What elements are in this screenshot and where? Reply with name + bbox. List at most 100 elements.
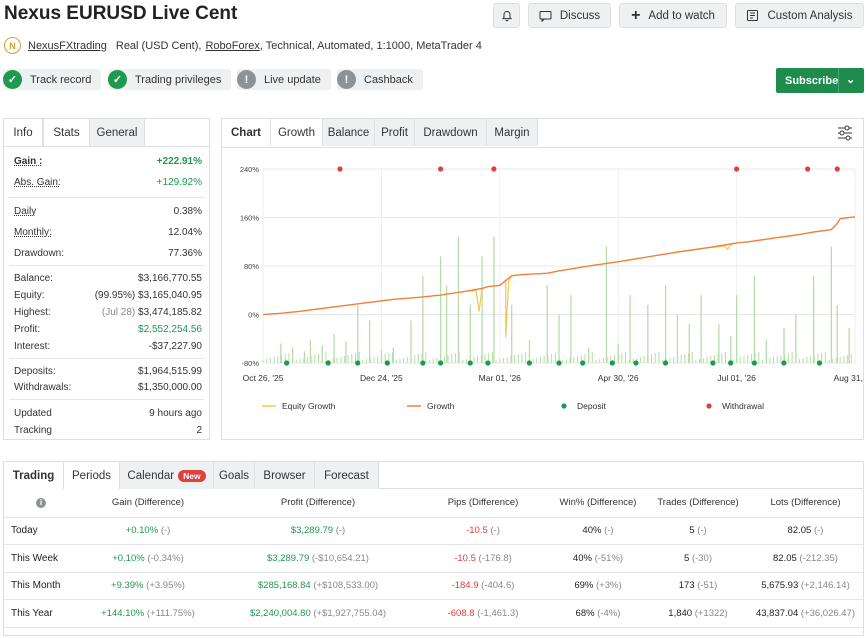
activity-bar xyxy=(602,358,604,363)
activity-bar xyxy=(491,352,493,363)
custom-analysis-button[interactable]: Custom Analysis xyxy=(735,3,864,28)
tab-drawdown[interactable]: Drawdown xyxy=(415,119,487,146)
tab-periods[interactable]: Periods xyxy=(63,462,120,489)
activity-bar xyxy=(340,357,342,363)
interest-label: Interest: xyxy=(14,341,51,352)
activity-bar xyxy=(570,295,572,363)
tab-stats[interactable]: Stats xyxy=(43,119,90,146)
x-tick-label: Apr 30, '26 xyxy=(598,373,639,383)
tab-calendar[interactable]: Calendar New xyxy=(120,462,214,489)
cell-value: -10.5 xyxy=(454,552,476,564)
tab-growth[interactable]: Growth xyxy=(270,119,323,146)
check-icon: ✓ xyxy=(3,70,22,89)
cell-value: $3,289.79 xyxy=(290,525,334,537)
activity-bar xyxy=(333,333,335,363)
activity-bar xyxy=(421,353,423,363)
period-label: This Year xyxy=(4,599,78,628)
activity-bar xyxy=(309,339,312,363)
activity-bar xyxy=(414,355,416,363)
tracking-value: 2 xyxy=(196,425,202,436)
activity-bar xyxy=(314,355,316,363)
deposits-label: Deposits: xyxy=(14,366,56,377)
subscribe-label: Subscribe xyxy=(785,74,839,87)
tab-goals[interactable]: Goals xyxy=(214,462,255,489)
cell-difference: (+1322) xyxy=(694,607,728,619)
gain-label[interactable]: Gain : xyxy=(14,156,43,167)
growth-chart: 240% 160% 80% 0% -80% Oct 26, '25 Dec 24, '25 M… xyxy=(240,165,863,411)
deposit-point xyxy=(438,360,444,366)
deposit-point xyxy=(355,360,361,366)
tab-info[interactable]: Info xyxy=(4,119,43,146)
activity-bar xyxy=(269,358,271,363)
gain-row: Gain : +222.91% xyxy=(14,156,202,167)
cashback-badge[interactable]: ! Cashback xyxy=(337,69,423,90)
activity-bar xyxy=(511,304,513,363)
activity-bar xyxy=(332,359,334,363)
activity-bar xyxy=(621,353,623,363)
activity-bar xyxy=(477,356,479,363)
activity-bar xyxy=(584,354,586,363)
settings-sliders-icon[interactable] xyxy=(836,124,854,142)
activity-bar xyxy=(525,352,527,363)
tab-profit[interactable]: Profit xyxy=(375,119,415,146)
activity-bar xyxy=(358,352,360,363)
activity-bar xyxy=(292,352,294,363)
activity-bar xyxy=(847,355,849,363)
highest-date: (Jul 28) xyxy=(101,307,136,318)
tab-margin[interactable]: Margin xyxy=(487,119,538,146)
new-badge: New xyxy=(178,469,206,482)
cell-value: 5,675.93 xyxy=(761,580,799,592)
cell-value: 40% xyxy=(582,525,602,537)
activity-bar xyxy=(310,356,312,363)
deposit-point xyxy=(485,360,491,366)
header-trades: Trades (Difference) xyxy=(648,489,748,518)
notification-button[interactable] xyxy=(493,3,520,28)
cell-value: +9.39% xyxy=(111,580,144,592)
activity-bar xyxy=(636,358,638,363)
cell-value: 5 xyxy=(689,525,695,537)
deposit-point xyxy=(420,360,426,366)
tab-forecast[interactable]: Forecast xyxy=(315,462,379,489)
period-label: This Week xyxy=(4,544,78,573)
discuss-button[interactable]: Discuss xyxy=(528,3,611,28)
tab-balance[interactable]: Balance xyxy=(323,119,375,146)
cell-difference: (+111.75%) xyxy=(146,607,195,619)
track-record-badge[interactable]: ✓ Track record xyxy=(3,69,102,90)
add-to-watch-button[interactable]: + Add to watch xyxy=(619,3,727,28)
tab-general[interactable]: General xyxy=(90,119,145,146)
live-update-badge[interactable]: ! Live update xyxy=(237,69,331,90)
chart-panel: Chart Growth Balance Profit Drawdown Mar… xyxy=(221,118,864,440)
author-link[interactable]: NexusFXtrading xyxy=(28,39,107,52)
header-win: Win% (Difference) xyxy=(548,489,648,518)
tab-trading[interactable]: Trading xyxy=(4,462,63,489)
daily-label[interactable]: Daily xyxy=(14,206,37,217)
activity-bar xyxy=(776,356,778,363)
monthly-row: Monthly: 12.04% xyxy=(14,227,202,238)
tab-browser[interactable]: Browser xyxy=(255,462,315,489)
cell-value: 1,840 xyxy=(668,607,693,619)
interest-row: Interest: -$37,227.90 xyxy=(14,341,202,352)
activity-bar xyxy=(836,304,838,363)
activity-bar xyxy=(554,353,556,363)
abs-gain-label[interactable]: Abs. Gain: xyxy=(14,177,61,188)
activity-bar xyxy=(643,356,645,363)
activity-bar xyxy=(676,356,678,363)
subscribe-button[interactable]: Subscribe ⌄ xyxy=(776,68,864,93)
activity-bar xyxy=(417,354,419,363)
tab-chart[interactable]: Chart xyxy=(222,119,270,146)
cell-value: 69% xyxy=(574,580,594,592)
activity-bar xyxy=(347,355,349,363)
activity-bar xyxy=(848,328,850,363)
updated-label: Updated xyxy=(14,408,52,419)
activity-bar xyxy=(432,359,434,363)
monthly-label[interactable]: Monthly: xyxy=(14,227,52,238)
info-icon[interactable]: i xyxy=(36,498,46,509)
activity-bar xyxy=(769,358,771,363)
activity-bar xyxy=(558,314,560,363)
trading-privileges-badge[interactable]: ✓ Trading privileges xyxy=(108,69,232,90)
activity-bar xyxy=(469,304,471,363)
x-tick-label: Oct 26, '25 xyxy=(243,373,284,383)
activity-bar xyxy=(447,355,449,363)
activity-bar xyxy=(754,353,756,363)
broker-link[interactable]: RoboForex xyxy=(205,39,260,52)
